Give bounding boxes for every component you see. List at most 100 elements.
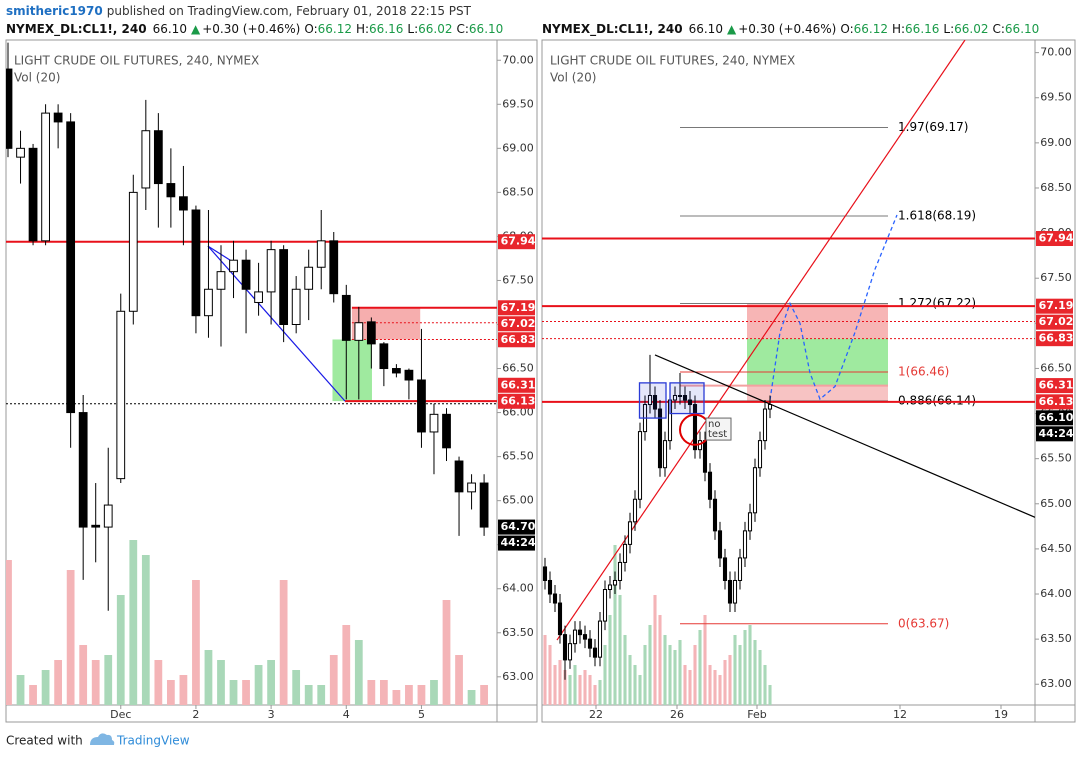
y-tick-label: 64.00 <box>502 582 534 595</box>
candle-body <box>241 259 251 290</box>
volume-bar <box>638 675 642 705</box>
ohlc-key: O: <box>304 22 317 36</box>
volume-bar <box>129 540 138 705</box>
volume-bar <box>367 680 376 705</box>
price-label-bg <box>498 519 535 535</box>
volume-bar <box>242 680 250 705</box>
ohlc-value: 66.10 <box>1005 22 1039 36</box>
volume-bar <box>442 600 451 705</box>
y-tick-label: 70.00 <box>1040 46 1072 59</box>
candle-body <box>702 440 708 473</box>
candle-body <box>191 209 201 317</box>
y-tick-label: 63.00 <box>502 670 534 683</box>
price-label-bg <box>498 316 535 332</box>
volume-bar <box>104 655 113 705</box>
volume-bar <box>6 560 12 705</box>
y-tick-label: 64.50 <box>1040 542 1072 555</box>
volume-bar <box>192 580 200 705</box>
volume-bar <box>768 685 772 705</box>
candle-body <box>742 530 748 559</box>
candle-body <box>637 431 643 500</box>
volume-bar <box>618 595 622 705</box>
candle-body <box>467 482 476 493</box>
ohlc-value: 66.16 <box>369 22 403 36</box>
ohlc-value: 66.02 <box>954 22 988 36</box>
candle-body <box>329 240 339 295</box>
volume-bar <box>563 670 567 705</box>
fib-label: 0(63.67) <box>898 616 949 630</box>
change: +0.30 (+0.46%) <box>202 22 300 36</box>
candle-body <box>552 593 558 604</box>
candle-body <box>66 121 76 414</box>
candle-body <box>417 379 426 433</box>
candle-body <box>28 147 38 242</box>
price-label: 67.19 <box>501 301 536 314</box>
y-tick-label: 69.50 <box>502 97 534 110</box>
candle-body <box>291 288 301 325</box>
price-label: 67.94 <box>501 235 536 248</box>
volume-bar <box>578 675 582 705</box>
volume-bar <box>568 675 572 705</box>
volume-bar <box>738 645 742 705</box>
candle-body <box>254 291 263 303</box>
volume-bar <box>703 615 707 705</box>
candle-body <box>279 249 289 325</box>
tradingview-logo <box>90 733 115 745</box>
y-tick-label: 65.00 <box>1040 497 1072 510</box>
candle-body <box>647 395 653 406</box>
candle-body <box>682 395 688 401</box>
ohlc-value: 66.12 <box>854 22 888 36</box>
fib-label: 0.886(66.14) <box>898 393 976 407</box>
y-tick-label: 68.50 <box>502 185 534 198</box>
candle-body <box>16 147 25 158</box>
footer-brand: TradingView <box>116 734 190 748</box>
candle-body <box>547 579 553 595</box>
candle-body <box>557 602 563 636</box>
volume-bar <box>267 660 275 705</box>
volume-bar <box>598 680 602 705</box>
volume-bar <box>748 625 752 705</box>
zone <box>332 339 372 402</box>
candle-body <box>166 183 176 198</box>
candle-body <box>41 112 50 242</box>
volume-bar <box>668 645 672 705</box>
ohlc-key: L: <box>407 22 418 36</box>
candle-body <box>103 504 113 528</box>
y-tick-label: 70.00 <box>502 53 534 66</box>
zone <box>747 338 888 386</box>
candle-body <box>712 498 718 532</box>
change: +0.30 (+0.46%) <box>738 22 836 36</box>
candle-body <box>392 368 401 374</box>
volume-bar <box>54 660 63 705</box>
note-text: test <box>708 429 727 440</box>
x-tick-label: 26 <box>670 708 684 721</box>
ohlc-key: H: <box>892 22 905 36</box>
candle-body <box>747 512 753 532</box>
publisher: smitheric1970 <box>6 4 103 18</box>
volume-bar <box>166 680 175 705</box>
candle-body <box>229 259 238 273</box>
y-tick-label: 63.00 <box>1040 677 1072 690</box>
volume-bar <box>430 680 438 705</box>
volume-bar <box>558 660 562 705</box>
volume-bar <box>693 645 697 705</box>
volume-bar <box>279 580 288 705</box>
volume-bar <box>763 665 767 705</box>
footer-text: Created with <box>6 734 83 748</box>
candle-body <box>91 524 101 528</box>
candle-body <box>153 130 163 185</box>
volume-bar <box>379 680 388 705</box>
volume-bar <box>329 655 338 705</box>
candle-body <box>752 467 758 514</box>
volume-bar <box>342 625 351 705</box>
symbol: NYMEX_DL:CL1!, 240 <box>6 22 147 37</box>
volume-bar <box>678 640 682 705</box>
highlight-box <box>638 382 667 419</box>
volume-bar <box>743 630 747 705</box>
timer-label: 44:24 <box>1038 427 1073 440</box>
y-tick-label: 65.00 <box>502 494 534 507</box>
candle-body <box>687 399 693 406</box>
candle-body <box>577 629 583 636</box>
chart-title: LIGHT CRUDE OIL FUTURES, 240, NYMEX <box>550 54 795 68</box>
